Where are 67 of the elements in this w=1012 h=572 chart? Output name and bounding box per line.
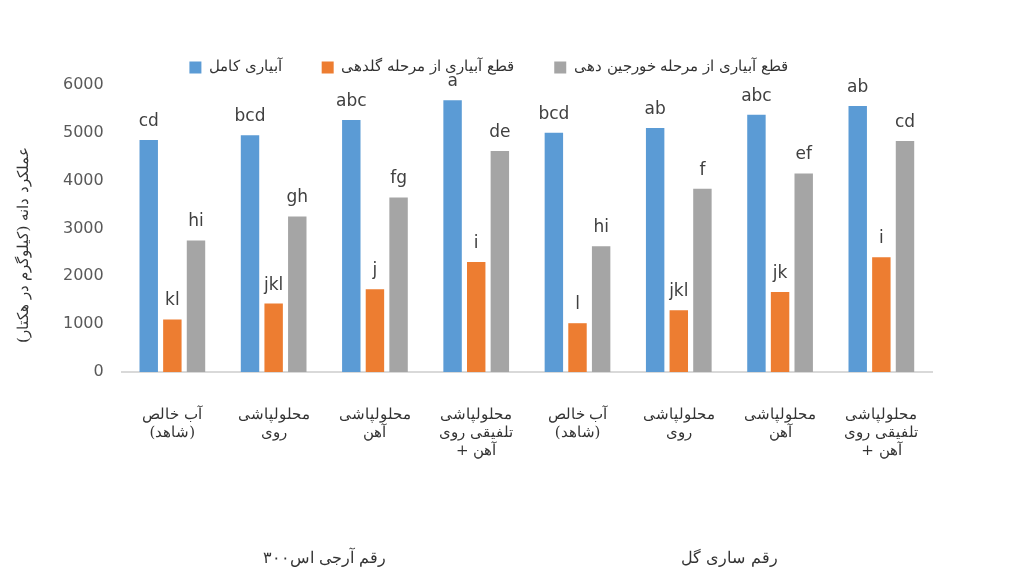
- bar: [770, 292, 790, 372]
- bar: [163, 319, 182, 372]
- data-label: l: [575, 293, 580, 314]
- bar: [669, 310, 688, 372]
- bar: [747, 114, 766, 372]
- x-tick-label: آب خالص (شاهد): [547, 404, 609, 441]
- legend-label: قطع آبیاری از مرحله خورجین دهی: [573, 57, 788, 76]
- data-label: ab: [644, 97, 666, 118]
- data-label: abc: [741, 84, 772, 105]
- bar: [186, 240, 206, 372]
- data-label: kl: [165, 289, 180, 310]
- data-label: fg: [390, 167, 407, 188]
- x-tick-label: محلولپاشی آهن: [338, 404, 411, 441]
- y-tick-label: 5000: [63, 121, 104, 141]
- x-tick-label: آب خالص (شاهد): [142, 404, 204, 441]
- data-label: i: [473, 231, 479, 252]
- y-tick-label: 2000: [63, 265, 104, 285]
- bar: [568, 323, 587, 372]
- data-label: jkl: [668, 280, 689, 301]
- bar: [794, 173, 813, 372]
- bar: [389, 197, 408, 372]
- bar: [848, 106, 867, 372]
- text: رقم ساری گل: [681, 548, 778, 568]
- data-label: gh: [286, 186, 309, 207]
- y-tick-label: 1000: [63, 313, 104, 333]
- bar: [693, 188, 712, 372]
- x-tick-label: محلولپاشی روی: [642, 404, 715, 441]
- bar: [443, 100, 462, 372]
- data-label: jkl: [263, 273, 284, 294]
- data-label: cd: [894, 110, 916, 131]
- x-tick-label: محلولپاشی روی: [237, 404, 310, 441]
- data-label: j: [371, 259, 378, 280]
- x-tick-label: محلولپاشی تلفیقی روی + آهن: [844, 404, 919, 459]
- data-label: cd: [138, 109, 159, 130]
- data-label: jk: [771, 262, 788, 283]
- bar: [872, 257, 891, 372]
- data-label: abc: [336, 89, 367, 110]
- bar: [490, 151, 510, 372]
- y-tick-label: 4000: [63, 169, 104, 189]
- bar: [342, 119, 361, 372]
- legend-label: آبیاری کامل: [208, 57, 283, 76]
- bar: [139, 140, 158, 372]
- y-tick-label: 6000: [63, 74, 104, 94]
- data-label: i: [878, 227, 884, 248]
- bar: [264, 303, 283, 372]
- x-tick-label: محلولپاشی تلفیقی روی + آهن: [439, 404, 514, 459]
- bar: [365, 289, 385, 372]
- data-label: hi: [188, 210, 204, 231]
- bar: [467, 261, 486, 372]
- text: رقم آرجی اس۳۰۰: [262, 547, 386, 568]
- data-label: ab: [847, 75, 869, 96]
- bar: [591, 246, 611, 372]
- x-tick-label: محلولپاشی آهن: [744, 404, 817, 441]
- y-tick-label: 0: [93, 361, 104, 381]
- data-label: f: [699, 158, 707, 179]
- data-label: bcd: [234, 105, 266, 126]
- bar: [240, 135, 260, 372]
- bar: [645, 128, 665, 372]
- y-tick-label: 3000: [63, 217, 104, 237]
- data-label: ef: [795, 143, 813, 164]
- bar: [288, 216, 307, 372]
- bar: [895, 140, 915, 372]
- data-label: de: [489, 120, 511, 141]
- bar: [544, 132, 564, 372]
- data-label: hi: [593, 216, 609, 237]
- y-axis-title: عملکرد دانه (کیلوگرم در هکتار): [14, 147, 32, 343]
- data-label: bcd: [538, 102, 570, 123]
